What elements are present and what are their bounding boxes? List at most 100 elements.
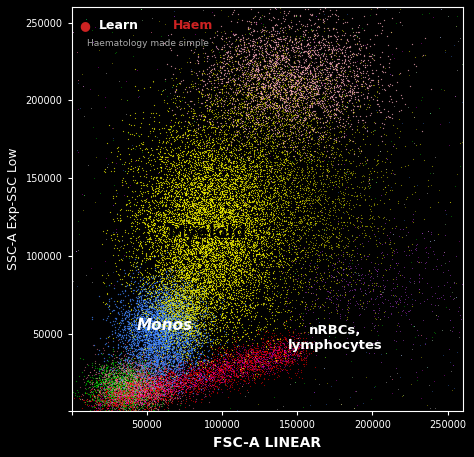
Point	[93, 394, 101, 401]
Point	[225, 315, 232, 322]
Point	[372, 296, 379, 303]
Point	[253, 347, 261, 354]
Point	[125, 382, 132, 389]
Point	[113, 315, 120, 323]
Point	[192, 218, 200, 225]
Point	[284, 202, 292, 209]
Point	[325, 75, 332, 82]
Point	[102, 399, 110, 406]
Point	[294, 201, 301, 208]
Point	[161, 406, 168, 413]
Point	[237, 118, 245, 126]
Point	[210, 186, 218, 193]
Point	[130, 384, 138, 392]
Point	[158, 276, 165, 284]
Point	[289, 332, 297, 340]
Point	[201, 287, 209, 294]
Point	[107, 409, 115, 417]
Point	[254, 204, 261, 212]
Point	[122, 343, 130, 350]
Point	[128, 218, 136, 226]
Point	[215, 273, 223, 281]
Point	[216, 72, 224, 80]
Point	[106, 376, 113, 383]
Point	[155, 355, 163, 362]
Point	[151, 199, 158, 207]
Point	[133, 372, 140, 379]
Point	[189, 211, 197, 218]
Point	[143, 168, 150, 175]
Point	[196, 370, 204, 377]
Point	[333, 35, 341, 43]
Point	[215, 237, 223, 244]
Point	[239, 206, 247, 213]
Point	[273, 101, 281, 109]
Point	[119, 401, 127, 408]
Point	[167, 192, 174, 200]
Point	[203, 244, 210, 251]
Point	[182, 271, 190, 278]
Point	[191, 204, 198, 212]
Point	[166, 118, 173, 126]
Point	[167, 191, 175, 198]
Point	[178, 371, 186, 378]
Point	[243, 347, 250, 355]
Point	[206, 119, 214, 126]
Point	[179, 274, 186, 281]
Point	[166, 350, 174, 357]
Point	[208, 257, 216, 264]
Point	[261, 100, 269, 107]
Point	[233, 236, 241, 243]
Point	[306, 58, 313, 66]
Point	[152, 360, 160, 367]
Point	[194, 326, 202, 333]
Point	[199, 85, 206, 93]
Point	[256, 138, 264, 145]
Point	[286, 313, 294, 320]
Point	[181, 308, 189, 315]
Point	[220, 137, 228, 144]
Point	[131, 388, 138, 395]
Point	[170, 316, 178, 323]
Point	[419, 51, 426, 58]
Point	[219, 167, 226, 175]
Point	[168, 306, 176, 313]
Point	[220, 82, 228, 90]
Point	[235, 372, 243, 379]
Point	[146, 369, 154, 377]
Point	[176, 336, 184, 343]
Point	[179, 228, 186, 235]
Point	[267, 309, 274, 316]
Point	[143, 374, 150, 382]
Point	[187, 163, 195, 170]
Point	[203, 221, 211, 228]
Point	[236, 237, 243, 244]
Point	[290, 50, 298, 58]
Point	[144, 384, 152, 391]
Point	[155, 314, 163, 321]
Point	[144, 315, 152, 323]
Point	[152, 320, 160, 328]
Point	[146, 385, 154, 392]
Point	[295, 373, 303, 381]
Point	[145, 401, 152, 409]
Point	[299, 82, 306, 89]
Point	[267, 165, 275, 172]
Point	[115, 394, 122, 401]
Point	[194, 264, 201, 271]
Point	[162, 367, 169, 374]
Point	[201, 252, 209, 260]
Point	[240, 239, 247, 246]
Point	[262, 71, 269, 79]
Point	[125, 369, 132, 377]
Point	[170, 329, 177, 337]
Point	[152, 326, 160, 334]
Point	[175, 285, 182, 292]
Point	[135, 370, 142, 377]
Point	[156, 213, 164, 221]
Point	[167, 389, 174, 397]
Point	[139, 218, 146, 225]
Point	[264, 62, 271, 69]
Point	[204, 210, 211, 218]
Point	[183, 304, 191, 312]
